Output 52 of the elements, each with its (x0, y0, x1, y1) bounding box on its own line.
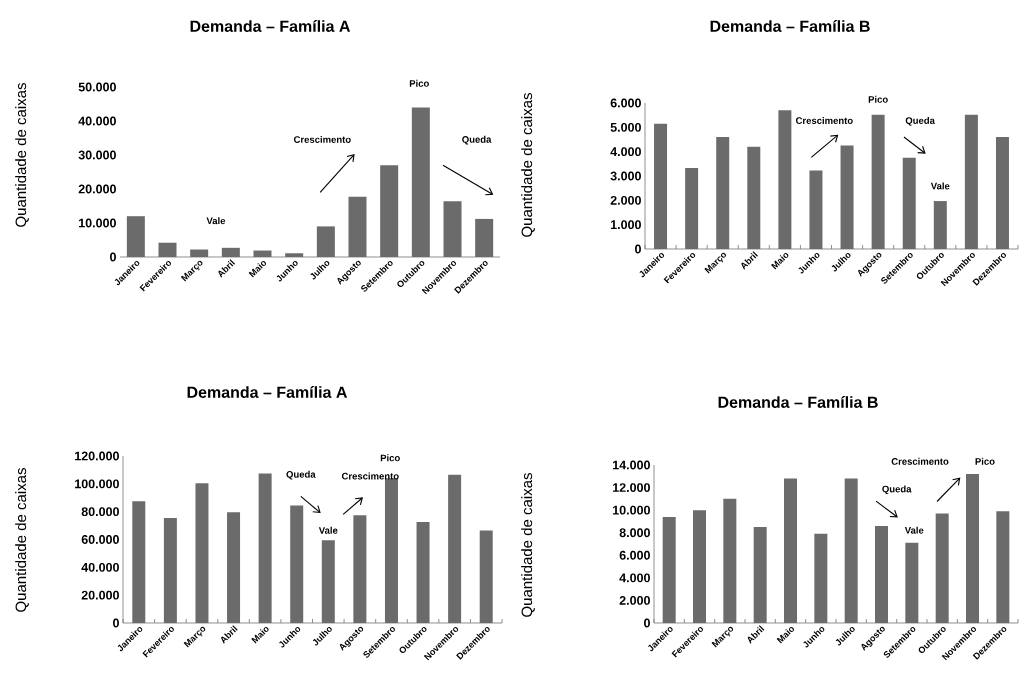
y-tick-label: 30.000 (78, 150, 116, 160)
annotation: Vale (206, 217, 226, 225)
annotation: Queda (882, 485, 912, 495)
y-tick-label: 2.000 (610, 195, 641, 205)
text: Pico (409, 79, 429, 87)
y-tick-label: 1.000 (610, 220, 641, 230)
y-tick-label: 10.000 (79, 218, 116, 228)
y-tick-label: 40.000 (78, 116, 116, 126)
annotation: Crescimento (341, 472, 399, 480)
y-tick-label: 12.000 (613, 483, 650, 492)
text: Crescimento (891, 457, 949, 465)
y-tick-label: 4.000 (619, 573, 650, 583)
annotation: Crescimento (293, 135, 351, 143)
y-tick-label: 50.000 (78, 82, 116, 92)
annotation: Queda (462, 135, 492, 145)
chart-title: Demanda – Família B (718, 396, 878, 408)
y-axis-title: Quantidade de caixas (521, 473, 535, 617)
y-tick-label: 6.000 (619, 550, 650, 560)
y-tick-label: 10.000 (613, 505, 650, 515)
annotation: Vale (318, 526, 338, 534)
y-tick-label: 40.000 (81, 562, 119, 572)
annotation: Queda (286, 470, 316, 480)
y-tick-label: 0 (635, 244, 641, 254)
annotation: Queda (905, 116, 935, 126)
annotation: Pico (380, 454, 400, 462)
text: Pico (868, 95, 888, 103)
y-axis-title: Quantidade de caixas (521, 93, 535, 237)
y-tick-label: 0 (644, 618, 650, 628)
y-tick-label: 0 (110, 252, 116, 262)
annotation: Vale (930, 182, 950, 190)
y-tick-label: 100.000 (75, 479, 119, 489)
y-tick-label: 0 (113, 618, 119, 628)
y-tick-label: 20.000 (78, 184, 116, 194)
y-tick-label: 4.000 (610, 147, 641, 157)
y-tick-label: 5.000 (610, 122, 641, 132)
y-tick-label: 60.000 (81, 535, 119, 544)
y-tick-label: 14.000 (613, 460, 650, 470)
y-tick-label: 80.000 (81, 507, 119, 517)
chart-title: Demanda – Família A (190, 20, 351, 32)
chart-title: Demanda – Família A (187, 386, 348, 398)
y-tick-label: 120.000 (75, 451, 119, 461)
annotation: Vale (904, 526, 924, 534)
y-tick-label: 6.000 (610, 98, 641, 108)
y-tick-label: 8.000 (619, 528, 650, 538)
y-tick-label: 3.000 (610, 171, 641, 181)
y-tick-label: 20.000 (81, 590, 119, 600)
annotation: Crescimento (795, 116, 853, 124)
y-axis-title: Quantidade de caixas (15, 468, 29, 612)
y-tick-label: 2.000 (619, 596, 650, 605)
chart-title: Demanda – Família B (710, 20, 870, 32)
text: Pico (975, 457, 995, 465)
y-axis-title: Quantidade de caixas (15, 83, 29, 227)
